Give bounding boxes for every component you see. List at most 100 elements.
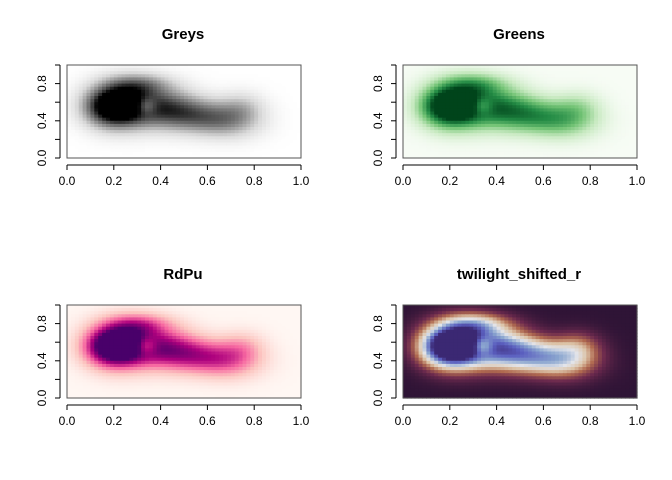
heatmap-cell: [129, 114, 134, 119]
heatmap-cell: [121, 320, 127, 325]
heatmap-cell: [82, 370, 88, 374]
heatmap-cell: [67, 127, 72, 131]
heatmap-cell: [211, 139, 216, 144]
heatmap-cell: [273, 89, 279, 94]
heatmap-cell: [90, 373, 95, 377]
heatmap-cell: [199, 68, 205, 72]
heatmap-cell: [590, 117, 595, 122]
heatmap-cell: [504, 96, 509, 100]
heatmap-cell: [535, 114, 541, 119]
heatmap-cell: [246, 123, 251, 128]
heatmap-cell: [508, 133, 513, 137]
heatmap-cell: [168, 329, 173, 334]
heatmap-cell: [156, 120, 162, 125]
heatmap-cell: [527, 117, 533, 122]
heatmap-cell: [145, 317, 150, 322]
heatmap-cell: [195, 71, 201, 75]
heatmap-cell: [207, 74, 212, 78]
heatmap-cell: [74, 148, 80, 153]
heatmap-cell: [297, 348, 302, 353]
heatmap-cell: [492, 120, 498, 125]
heatmap-cell: [265, 120, 271, 125]
heatmap-cell: [94, 96, 99, 100]
heatmap-cell: [418, 120, 424, 125]
heatmap-cell: [145, 336, 150, 340]
heatmap-cell: [191, 342, 197, 346]
heatmap-cell: [106, 114, 111, 119]
heatmap-cell: [403, 148, 408, 153]
heatmap-cell: [293, 117, 298, 122]
heatmap-cell: [172, 86, 177, 91]
heatmap-cell: [426, 154, 431, 159]
heatmap-cell: [527, 99, 533, 103]
heatmap-cell: [125, 342, 130, 346]
heatmap-cell: [250, 342, 255, 346]
heatmap-cell: [438, 148, 443, 153]
heatmap-cell: [629, 114, 634, 119]
heatmap-cell: [187, 363, 193, 368]
heatmap-cell: [238, 111, 244, 116]
heatmap-cell: [160, 117, 166, 122]
heatmap-cell: [125, 139, 130, 144]
heatmap-cell: [516, 136, 521, 140]
heatmap-cell: [297, 354, 302, 359]
heatmap-cell: [481, 89, 486, 94]
heatmap-cell: [180, 305, 185, 309]
heatmap-cell: [512, 136, 517, 140]
heatmap-cell: [172, 136, 177, 140]
heatmap-cell: [98, 332, 103, 337]
heatmap-cell: [633, 68, 638, 72]
heatmap-cell: [457, 65, 463, 69]
heatmap-cell: [496, 86, 502, 91]
heatmap-cell: [277, 123, 283, 128]
heatmap-cell: [129, 111, 134, 116]
heatmap-cell: [133, 348, 138, 353]
heatmap-cell: [187, 142, 193, 147]
heatmap-cell: [184, 114, 189, 119]
heatmap-cell: [230, 336, 236, 340]
heatmap-cell: [176, 354, 181, 359]
heatmap-cell: [223, 351, 228, 356]
heatmap-cell: [74, 345, 80, 349]
heatmap-cell: [160, 354, 166, 359]
heatmap-cell: [520, 65, 525, 69]
heatmap-cell: [457, 145, 463, 150]
heatmap-cell: [230, 151, 236, 156]
heatmap-cell: [137, 136, 142, 140]
heatmap-cell: [289, 117, 294, 122]
heatmap-cell: [465, 105, 470, 109]
heatmap-cell: [156, 99, 162, 103]
heatmap-cell: [289, 136, 294, 140]
heatmap-cell: [160, 320, 166, 325]
heatmap-cell: [281, 105, 286, 109]
heatmap-cell: [164, 108, 169, 113]
heatmap-cell: [285, 357, 290, 362]
heatmap-cell: [70, 77, 76, 82]
heatmap-cell: [442, 92, 447, 97]
heatmap-cell: [578, 139, 583, 144]
heatmap-cell: [74, 139, 80, 144]
heatmap-cell: [504, 71, 509, 75]
heatmap-cell: [297, 114, 302, 119]
heatmap-cell: [438, 136, 443, 140]
heatmap-cell: [500, 127, 505, 131]
heatmap-cell: [94, 105, 99, 109]
heatmap-cell: [496, 111, 502, 116]
heatmap-cell: [113, 348, 119, 353]
heatmap-cell: [90, 133, 95, 137]
heatmap-cell: [156, 133, 162, 137]
heatmap-cell: [98, 111, 103, 116]
heatmap-cell: [94, 99, 99, 103]
heatmap-cell: [285, 308, 290, 312]
heatmap-cell: [473, 96, 478, 100]
heatmap-cell: [148, 360, 154, 365]
heatmap-cell: [629, 145, 634, 150]
heatmap-cell: [160, 351, 166, 356]
heatmap-cell: [172, 77, 177, 82]
heatmap-cell: [410, 99, 416, 103]
heatmap-cell: [133, 311, 138, 315]
heatmap-cell: [195, 136, 201, 140]
heatmap-cell: [265, 77, 271, 82]
heatmap-cell: [273, 329, 279, 334]
heatmap-cell: [543, 114, 548, 119]
